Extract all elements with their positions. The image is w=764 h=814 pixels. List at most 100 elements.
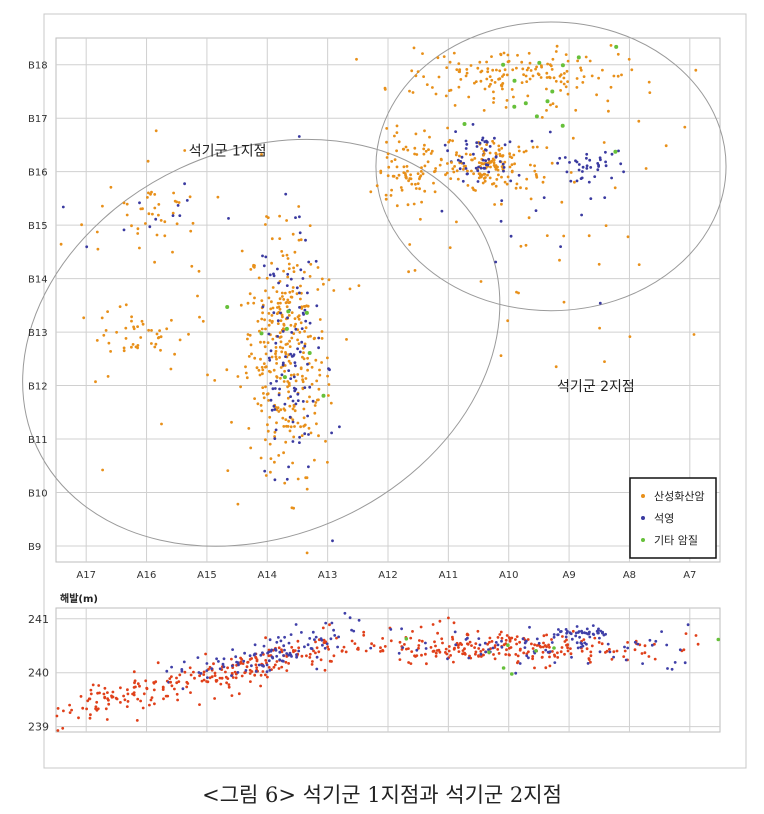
data-point [289, 277, 293, 281]
elevation-point [62, 709, 65, 713]
elevation-point [588, 630, 591, 634]
elevation-point [474, 652, 477, 656]
data-point [418, 187, 421, 191]
data-point [281, 254, 285, 257]
elevation-point [466, 642, 470, 646]
data-point [136, 325, 140, 328]
elevation-point [181, 687, 185, 691]
elevation-point [488, 636, 492, 640]
data-point [462, 168, 465, 171]
elevation-point [608, 650, 612, 654]
data-point [500, 84, 504, 88]
elevation-point [212, 662, 215, 666]
elevation-point [132, 686, 136, 689]
elevation-point [550, 641, 554, 644]
data-point [286, 257, 290, 260]
data-point [158, 329, 162, 332]
data-point [465, 71, 469, 75]
elevation-point [210, 675, 214, 679]
elevation-point [327, 647, 330, 651]
data-point [464, 147, 468, 150]
elevation-point [530, 642, 533, 646]
data-point [498, 160, 502, 163]
elevation-point [580, 642, 584, 646]
data-point [509, 234, 513, 238]
data-point [647, 80, 651, 84]
data-point [190, 264, 194, 268]
elevation-point [333, 634, 337, 637]
data-point [384, 197, 388, 201]
data-point [264, 352, 268, 356]
data-point [439, 157, 443, 161]
elevation-point [310, 663, 314, 666]
data-point [171, 214, 175, 218]
elevation-point [545, 633, 548, 637]
data-point [284, 192, 288, 196]
elevation-point [552, 633, 556, 636]
elevation-point [409, 636, 413, 640]
elevation-point [248, 672, 252, 675]
data-point [307, 426, 311, 430]
region-ellipse-1 [22, 138, 501, 547]
elevation-point [348, 616, 352, 620]
data-point [144, 222, 147, 225]
elevation-grid [56, 608, 720, 732]
data-point [604, 150, 607, 154]
elevation-point [268, 638, 272, 642]
data-point [487, 85, 491, 88]
data-point [575, 179, 579, 183]
data-point [130, 345, 133, 349]
elevation-point [255, 666, 259, 669]
data-point [427, 148, 430, 152]
data-point [287, 465, 290, 469]
elevation-point [97, 684, 101, 687]
elevation-point [633, 648, 637, 652]
data-point [338, 425, 341, 429]
data-point [94, 380, 97, 384]
elevation-point [541, 645, 545, 649]
data-point [244, 371, 248, 375]
data-point [328, 368, 331, 372]
elevation-point [641, 662, 644, 665]
elevation-point [362, 630, 366, 634]
elevation-point [362, 633, 366, 637]
elevation-point [142, 692, 146, 696]
elevation-point [206, 676, 209, 679]
elevation-point [654, 639, 658, 643]
data-point [603, 196, 607, 200]
data-point [576, 59, 579, 63]
data-point [499, 219, 503, 223]
elevation-point [193, 676, 196, 680]
elevation-point [589, 654, 593, 658]
data-point [264, 474, 268, 477]
data-point [558, 258, 561, 262]
elevation-point [280, 665, 284, 669]
elevation-point [264, 636, 267, 640]
data-point [409, 177, 413, 181]
data-point [259, 357, 262, 361]
legend-marker-quartz [641, 516, 645, 520]
elevation-point [335, 636, 338, 640]
elevation-point [499, 630, 503, 634]
elevation-point [278, 650, 282, 654]
data-point [556, 161, 559, 165]
elevation-point [465, 633, 469, 637]
legend: 산성화산암 석영 기타 암질 [629, 477, 717, 559]
data-point [285, 305, 289, 309]
cluster-regions [22, 21, 727, 547]
data-point [287, 262, 291, 266]
data-point [464, 139, 468, 143]
data-point [302, 407, 306, 411]
data-point [458, 70, 461, 74]
data-point [151, 212, 154, 216]
data-point [271, 319, 274, 323]
data-point [154, 217, 158, 221]
elevation-point [404, 637, 409, 641]
data-point [465, 143, 469, 146]
elevation-point [436, 631, 439, 635]
data-point [479, 79, 483, 83]
data-point [276, 319, 280, 323]
elevation-point [180, 669, 184, 673]
data-point [576, 55, 581, 60]
